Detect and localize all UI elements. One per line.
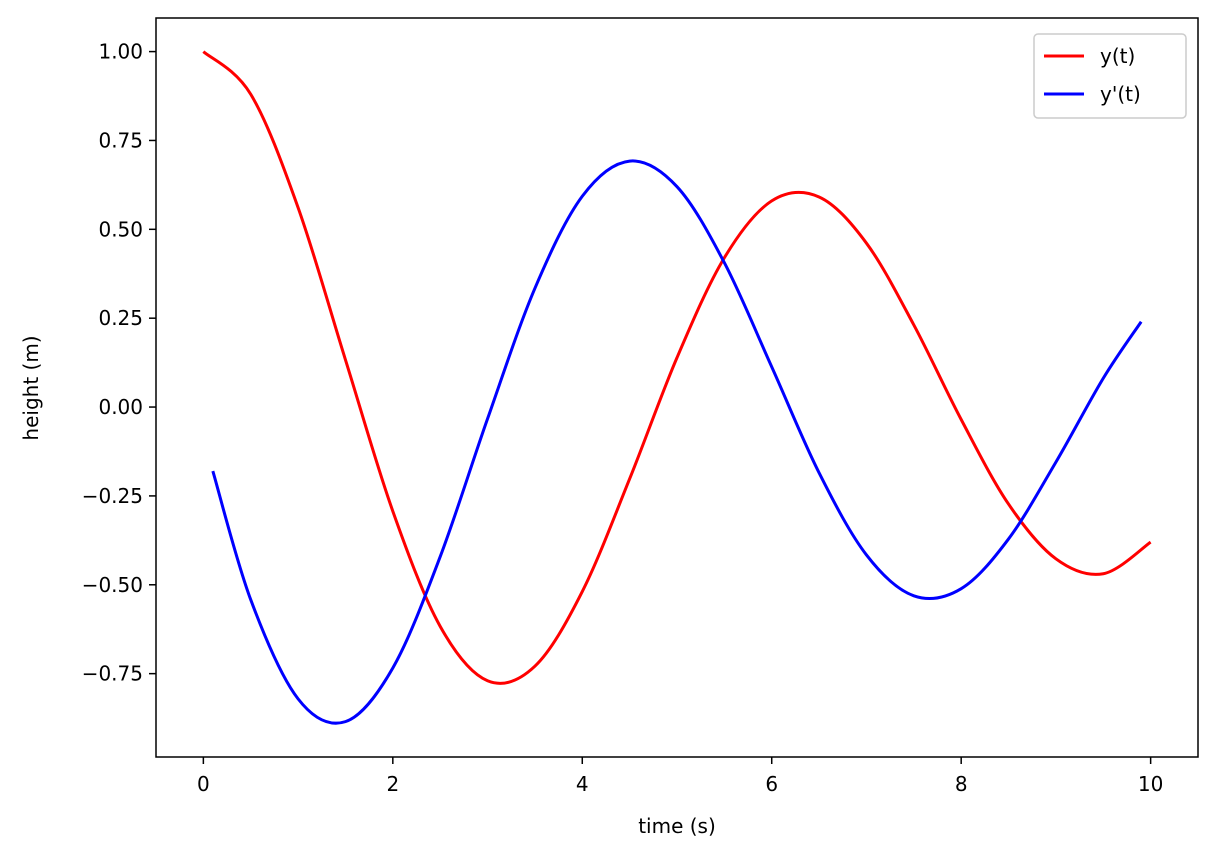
- y-tick-label: −0.75: [82, 662, 143, 686]
- line-series: [211, 159, 1143, 725]
- y-tick-label: 1.00: [98, 40, 143, 64]
- legend-label: y(t): [1100, 44, 1135, 68]
- y-tick-label: 0.25: [98, 306, 143, 330]
- x-tick-label: 4: [576, 772, 589, 796]
- x-tick-label: 10: [1138, 772, 1163, 796]
- x-tick-label: 8: [955, 772, 968, 796]
- x-tick-label: 6: [765, 772, 778, 796]
- x-axis-label: time (s): [638, 814, 716, 838]
- y-tick-label: 0.75: [98, 128, 143, 152]
- plot-frame: [155, 17, 1199, 758]
- y-tick-label: −0.50: [82, 573, 143, 597]
- y-axis-label: height (m): [19, 335, 43, 440]
- y-tick-label: 0.50: [98, 217, 143, 241]
- y-tick-label: 0.00: [98, 395, 143, 419]
- x-tick-label: 0: [197, 772, 210, 796]
- legend-label: y'(t): [1100, 82, 1141, 106]
- x-tick-label: 2: [386, 772, 399, 796]
- line-series: [202, 50, 1152, 685]
- y-tick-label: −0.25: [82, 484, 143, 508]
